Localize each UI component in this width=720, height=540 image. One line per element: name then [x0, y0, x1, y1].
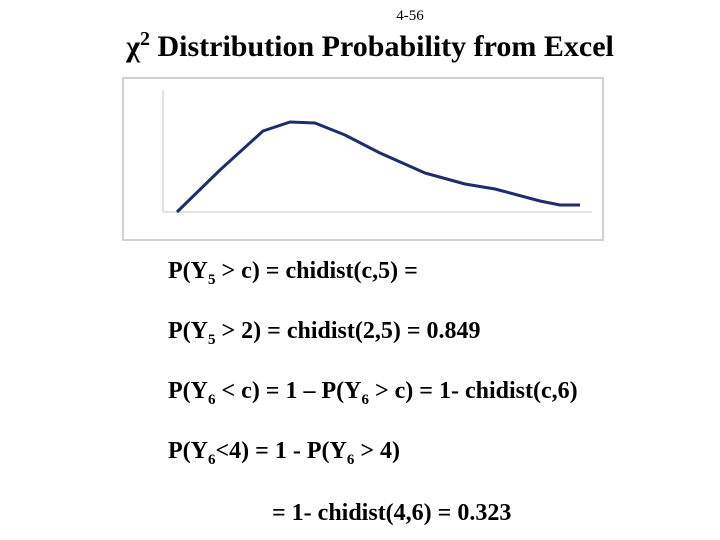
- chart-frame: [122, 77, 604, 241]
- title: χ2 Distribution Probability from Excel: [0, 28, 720, 64]
- title-text: Distribution Probability from Excel: [149, 30, 614, 63]
- formula-line: P(Y6<4) = 1 - P(Y6 > 4): [168, 438, 400, 468]
- text: <4) = 1 - P(Y: [215, 438, 347, 464]
- text: > 2) = chidist(2,5) = 0.849: [215, 318, 481, 344]
- page-number: 4-56: [396, 8, 424, 24]
- density-curve: [175, 120, 580, 214]
- text: P(Y: [168, 258, 208, 284]
- subscript: 6: [346, 451, 355, 468]
- title-text: χ: [126, 30, 140, 63]
- text: P(Y: [168, 378, 208, 404]
- text: > 4): [354, 438, 400, 464]
- title-sup: 2: [139, 28, 150, 50]
- formula-line: = 1- chidist(4,6) = 0.323: [272, 500, 511, 527]
- text: < c) = 1 – P(Y: [215, 378, 362, 404]
- subscript: 6: [207, 391, 216, 408]
- text: P(Y: [168, 318, 208, 344]
- subscript: 6: [361, 391, 369, 408]
- formula-line: P(Y5 > 2) = chidist(2,5) = 0.849: [168, 318, 481, 348]
- formula-line: P(Y5 > c) = chidist(c,5) =: [168, 258, 418, 288]
- text: P(Y: [168, 438, 208, 464]
- subscript: 5: [207, 331, 216, 348]
- subscript: 6: [207, 451, 216, 468]
- formula-line: P(Y6 < c) = 1 – P(Y6 > c) = 1- chidist(c…: [168, 378, 578, 408]
- subscript: 5: [207, 271, 216, 288]
- text: > c) = chidist(c,5) =: [215, 258, 418, 284]
- text: = 1- chidist(4,6) = 0.323: [272, 500, 512, 526]
- text: > c) = 1- chidist(c,6): [368, 378, 578, 404]
